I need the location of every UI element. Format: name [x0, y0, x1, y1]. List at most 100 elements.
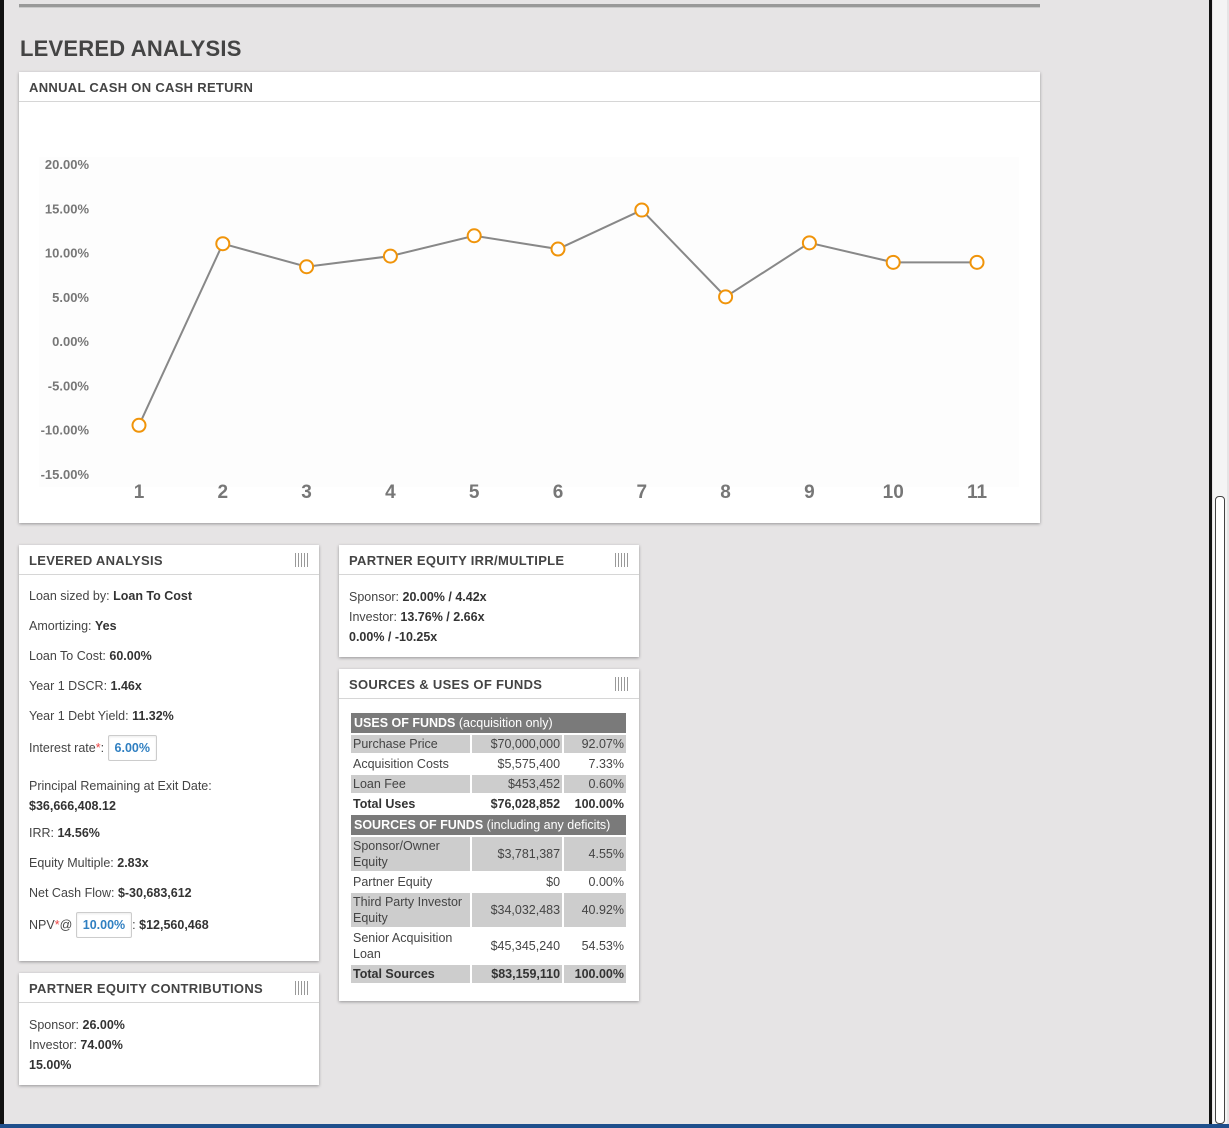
principal-remaining-label: Principal Remaining at Exit Date:	[29, 779, 212, 793]
y-tick-label: 20.00%	[45, 157, 90, 172]
sources-title: SOURCES OF FUNDS	[354, 818, 484, 832]
required-marker: *	[54, 918, 60, 932]
sources-pct: 4.55%	[564, 837, 626, 871]
sources-note: (including any deficits)	[486, 818, 611, 832]
drag-handle-icon[interactable]	[615, 553, 629, 567]
sources-pct: 0.00%	[588, 875, 624, 889]
sources-uses-title: SOURCES & USES OF FUNDS	[349, 677, 543, 692]
npv-label: NPV	[29, 918, 55, 932]
drag-handle-icon[interactable]	[295, 553, 309, 567]
irr-investor-value: 13.76% / 2.66x	[400, 610, 485, 624]
loan-sized-value: Loan To Cost	[113, 589, 193, 603]
table-row: Purchase Price $70,000,000 92.07%	[351, 735, 626, 753]
irr-multiple-header: PARTNER EQUITY IRR/MULTIPLE	[339, 545, 639, 575]
contribution-other-row: 15.00%	[29, 1055, 125, 1075]
sources-total-row: Total Sources $83,159,110 100.00%	[351, 965, 626, 983]
plot-area	[39, 157, 1019, 487]
loan-sized-label: Loan sized by:	[29, 589, 110, 603]
loan-to-cost-row: Loan To Cost: 60.00%	[29, 649, 152, 663]
x-tick-label: 1	[134, 482, 145, 503]
contribution-sponsor-value: 26.00%	[82, 1018, 125, 1032]
data-point	[215, 236, 231, 252]
levered-analysis-header: LEVERED ANALYSIS	[19, 545, 319, 575]
npv-rate-input[interactable]: 10.00%	[75, 912, 133, 938]
x-tick-label: 10	[883, 482, 904, 503]
x-tick-label: 8	[720, 482, 731, 503]
table-row: Acquisition Costs $5,575,400 7.33%	[351, 755, 626, 773]
irr-sponsor-label: Sponsor:	[349, 590, 400, 604]
contribution-investor-row: Investor: 74.00%	[29, 1035, 125, 1055]
sources-label: Third Party Investor Equity	[351, 893, 470, 927]
sources-pct: 54.53%	[581, 939, 624, 953]
loan-to-cost-value: 60.00%	[109, 649, 152, 663]
levered-analysis-panel: LEVERED ANALYSIS Loan sized by: Loan To …	[19, 545, 319, 961]
uses-amount: $5,575,400	[497, 757, 561, 771]
sources-header-row: SOURCES OF FUNDS (including any deficits…	[351, 815, 626, 835]
drag-handle-icon[interactable]	[615, 677, 629, 691]
drag-handle-icon[interactable]	[295, 981, 309, 995]
x-tick-label: 7	[637, 482, 648, 503]
y-tick-label: 5.00%	[52, 290, 89, 305]
table-row: Sponsor/Owner Equity $3,781,387 4.55%	[351, 837, 626, 871]
y-tick-label: -5.00%	[48, 378, 90, 393]
sources-label: Senior Acquisition Loan	[353, 931, 453, 961]
y-tick-label: -15.00%	[41, 467, 90, 482]
x-tick-label: 9	[804, 482, 815, 503]
dscr-value: 1.46x	[110, 679, 142, 693]
data-point	[718, 289, 734, 305]
principal-remaining-value: $36,666,408.12	[29, 799, 116, 813]
sources-label: Partner Equity	[353, 875, 433, 889]
data-point	[801, 235, 817, 251]
interest-rate-row: Interest rate*: 6.00%	[29, 735, 157, 761]
irr-investor-label: Investor:	[349, 610, 397, 624]
data-point	[885, 254, 901, 270]
uses-total-label: Total Uses	[353, 797, 416, 811]
interest-rate-input[interactable]: 6.00%	[107, 735, 157, 761]
irr-other-row: 0.00% / -10.25x	[349, 627, 487, 647]
data-point	[466, 228, 482, 244]
table-row: Partner Equity $0 0.00%	[351, 873, 626, 891]
irr-label: IRR:	[29, 826, 54, 840]
sources-amount: $45,345,240	[490, 939, 561, 953]
data-point	[969, 254, 985, 270]
x-tick-label: 3	[301, 482, 312, 503]
npv-row: NPV*@ 10.00%: $12,560,468	[29, 912, 209, 938]
uses-total-amount: $76,028,852	[490, 797, 561, 811]
debt-yield-value: 11.32%	[132, 709, 174, 723]
data-point	[634, 202, 650, 218]
partner-equity-contributions-panel: PARTNER EQUITY CONTRIBUTIONS Sponsor: 26…	[19, 973, 319, 1085]
irr-row: IRR: 14.56%	[29, 826, 100, 840]
equity-multiple-label: Equity Multiple:	[29, 856, 114, 870]
x-tick-label: 6	[553, 482, 564, 503]
table-row: Third Party Investor Equity $34,032,483 …	[351, 893, 626, 927]
irr-sponsor-value: 20.00% / 4.42x	[402, 590, 487, 604]
required-marker: *	[95, 741, 101, 755]
uses-label: Acquisition Costs	[353, 757, 449, 771]
y-tick-label: 15.00%	[45, 201, 90, 216]
sources-amount: $3,781,387	[471, 837, 563, 871]
sources-amount: $34,032,483	[471, 893, 563, 927]
npv-value: $12,560,468	[139, 918, 209, 932]
uses-pct: 7.33%	[588, 757, 624, 771]
npv-at: @	[59, 918, 73, 932]
loan-to-cost-label: Loan To Cost:	[29, 649, 106, 663]
section-divider	[19, 4, 1040, 8]
equity-multiple-value: 2.83x	[117, 856, 149, 870]
equity-multiple-row: Equity Multiple: 2.83x	[29, 856, 149, 870]
net-cash-flow-row: Net Cash Flow: $-30,683,612	[29, 886, 192, 900]
sources-label: Sponsor/Owner Equity	[351, 837, 470, 871]
window-right-border	[1209, 0, 1212, 1128]
data-point	[299, 259, 315, 275]
dscr-row: Year 1 DSCR: 1.46x	[29, 679, 142, 693]
scrollbar-thumb[interactable]	[1215, 496, 1225, 1124]
principal-remaining-row: Principal Remaining at Exit Date: $36,66…	[29, 776, 212, 816]
sources-pct: 40.92%	[564, 893, 626, 927]
debt-yield-label: Year 1 Debt Yield:	[29, 709, 129, 723]
x-tick-label: 11	[967, 482, 988, 503]
table-row: Senior Acquisition Loan $45,345,240 54.5…	[351, 929, 626, 963]
contribution-investor-label: Investor:	[29, 1038, 77, 1052]
irr-value: 14.56%	[57, 826, 100, 840]
data-point	[131, 417, 147, 433]
x-tick-label: 2	[218, 482, 229, 503]
uses-note: (acquisition only)	[458, 716, 553, 730]
